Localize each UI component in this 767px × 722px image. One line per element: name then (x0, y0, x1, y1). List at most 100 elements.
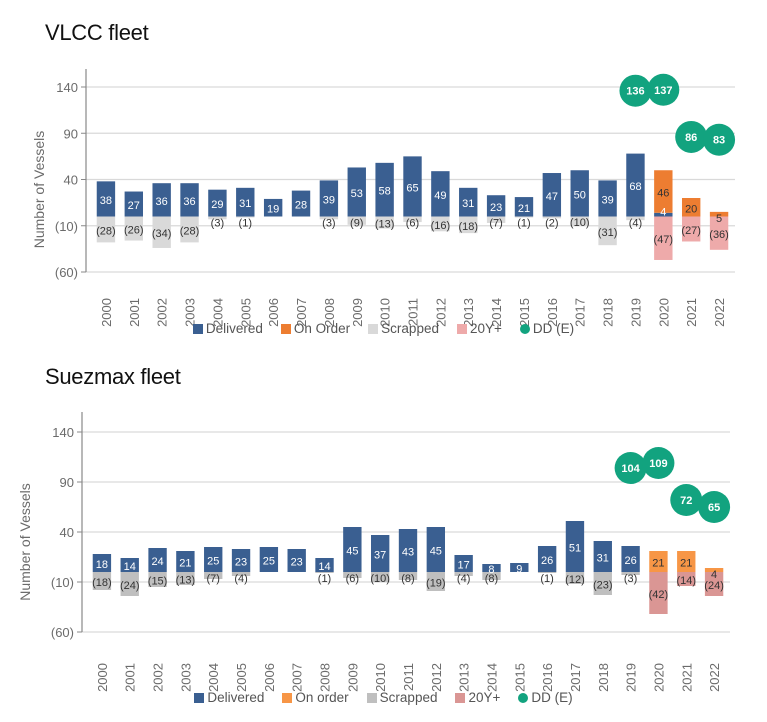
legend-item-dd-e-: DD (E) (518, 690, 573, 705)
bar-delivered-2019 (626, 153, 645, 217)
legend-item-20y-: 20Y+ (455, 690, 500, 705)
bar-delivered-2014 (482, 564, 501, 572)
data-label-delivered-2003: 36 (183, 196, 195, 208)
bar-20y--2022 (709, 216, 729, 250)
legend-swatch (282, 692, 293, 703)
bar-delivered-2015 (510, 563, 529, 572)
data-label-scrapped-2011: (6) (406, 218, 419, 230)
x-tick-label-2016: 2016 (540, 663, 555, 692)
bar-delivered-2003 (176, 551, 195, 572)
bubble-label-2019: 104 (621, 463, 640, 475)
x-tick-label-2011: 2011 (401, 663, 416, 691)
x-tick-label-2016: 2016 (545, 298, 560, 327)
data-label-delivered-2014: 8 (488, 564, 494, 576)
data-label-scrapped-2000: (28) (96, 225, 116, 237)
data-label-scrapped-2000: (18) (92, 577, 112, 589)
bar-on-order-2021 (677, 551, 696, 572)
bar-delivered-2010 (375, 162, 394, 217)
data-label-scrapped-2010: (13) (375, 219, 395, 231)
data-label-delivered-2004: 25 (207, 556, 219, 568)
bar-delivered-2002 (152, 183, 171, 217)
bar-scrapped-2016 (537, 572, 557, 573)
x-tick-label-2004: 2004 (206, 663, 221, 692)
legend-swatch (519, 323, 530, 334)
data-label-scrapped-2011: (8) (401, 573, 414, 585)
bar-on-order-2022 (709, 211, 729, 217)
y-tick-label: 140 (52, 425, 74, 440)
legend-label: 20Y+ (469, 321, 502, 336)
bar-delivered-2010 (370, 535, 390, 572)
bar-scrapped-2014 (482, 572, 501, 580)
bar-delivered-2017 (565, 521, 585, 572)
bar-delivered-2012 (426, 527, 446, 572)
bar-scrapped-2008 (319, 216, 339, 220)
data-label-delivered-2018: 31 (597, 553, 609, 565)
bar-delivered-2011 (403, 156, 422, 217)
bar-20y--2021 (677, 572, 696, 586)
y-tick-label: 140 (56, 80, 78, 95)
legend-item-delivered: Delivered (192, 321, 263, 336)
data-label-delivered-2009: 45 (346, 546, 358, 558)
data-label-scrapped-2018: (23) (593, 580, 613, 592)
data-label-scrapped-2003: (13) (176, 575, 196, 587)
x-tick-label-2009: 2009 (345, 663, 360, 692)
bar-delivered-2017 (570, 170, 589, 217)
bar-scrapped-2004 (208, 216, 227, 220)
bar-delivered-2018 (593, 541, 612, 572)
bubble-dd-2022 (698, 491, 731, 523)
bar-delivered-2015 (514, 197, 534, 217)
data-label-scrapped-2018: (31) (598, 227, 618, 239)
bubble-label-2019: 136 (626, 86, 644, 98)
bar-20y--2022 (704, 572, 724, 596)
legend-label: Scrapped (381, 321, 439, 336)
data-label-delivered-2015: 21 (518, 203, 530, 215)
bubble-dd-2020 (642, 447, 675, 479)
data-label-scrapped-2010: (10) (370, 573, 390, 585)
data-label-delivered-2018: 39 (601, 194, 613, 206)
y-tick-label: 90 (60, 475, 74, 490)
bar-delivered-2005 (236, 187, 255, 217)
legend-item-dd-e-: DD (E) (519, 321, 574, 336)
bar-delivered-2007 (287, 549, 306, 572)
legend-item-scrapped: Scrapped (366, 690, 438, 705)
bar-scrapped-2009 (343, 572, 362, 578)
data-label-delivered-2012: 45 (430, 546, 442, 558)
legend-swatch (192, 323, 203, 334)
bar-on-order-2020 (649, 551, 668, 572)
x-tick-label-2021: 2021 (684, 298, 699, 327)
bar-delivered-2002 (148, 548, 167, 572)
legend-swatch (368, 323, 379, 334)
bubble-dd-2019 (614, 452, 647, 484)
x-tick-label-2001: 2001 (127, 298, 142, 327)
legend-label: 20Y+ (468, 690, 501, 705)
data-label-delivered-2000: 38 (100, 195, 112, 207)
x-tick-label-2013: 2013 (461, 298, 476, 327)
data-label-delivered-2017: 51 (569, 543, 581, 555)
x-tick-label-2001: 2001 (123, 663, 138, 692)
data-label-scrapped-2009: (9) (350, 218, 363, 230)
bubble-label-2022: 65 (708, 502, 720, 514)
x-tick-label-2015: 2015 (512, 663, 527, 692)
data-label-delivered-2009: 53 (351, 188, 363, 200)
data-label-on-order-2021: 21 (680, 558, 692, 570)
data-label-delivered-2016: 26 (541, 555, 553, 567)
data-label-scrapped-2001: (26) (124, 225, 144, 237)
bar-delivered-2005 (231, 549, 251, 572)
data-label-delivered-2011: 43 (402, 547, 414, 559)
bar-delivered-2000 (92, 554, 112, 572)
legend-label: Scrapped (379, 690, 438, 705)
data-label-delivered-2001: 14 (124, 561, 136, 573)
x-tick-label-2019: 2019 (628, 298, 643, 327)
legend-swatch (518, 692, 529, 703)
data-label-on-order-2021: 20 (685, 203, 697, 215)
data-label-delivered-2001: 27 (128, 200, 140, 212)
x-tick-label-2020: 2020 (656, 298, 671, 327)
x-tick-label-2003: 2003 (178, 663, 193, 692)
bar-scrapped-2018 (593, 572, 612, 595)
vlcc-fleet-chart: 140 90 40 (10) (60) Number of Vessels 38 27 36 36… (31, 69, 736, 327)
data-label-scrapped-2004: (3) (211, 218, 224, 230)
x-tick-label-2005: 2005 (238, 298, 253, 327)
bubble-label-2022: 83 (713, 135, 725, 147)
suezmax-chart-title: Suezmax fleet (45, 364, 181, 389)
bubble-label-2021: 86 (685, 132, 697, 144)
